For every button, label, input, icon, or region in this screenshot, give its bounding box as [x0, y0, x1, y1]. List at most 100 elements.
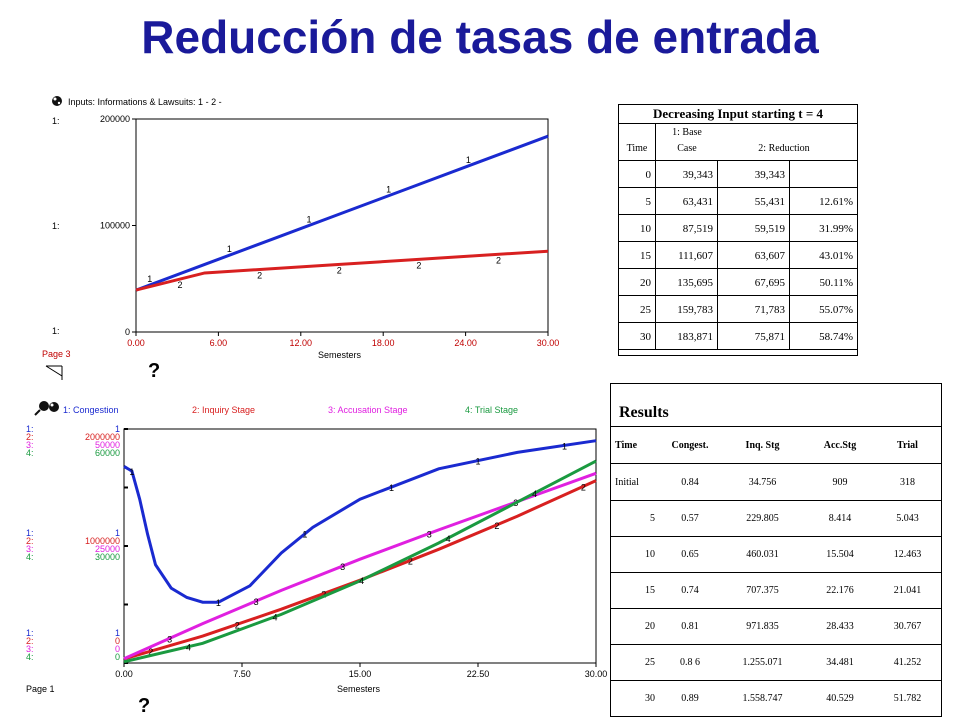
chart2-axis-prefix: 4: — [26, 448, 34, 458]
chart2-series-marker: 4 — [186, 643, 191, 653]
table1-cell: 67,695 — [754, 277, 785, 289]
table1-frame: Decreasing Input starting t = 4 Time 1: … — [618, 104, 858, 356]
chart1-series-marker: 2 — [416, 260, 421, 270]
table2-row-divider — [611, 644, 941, 645]
table1-cell: 63,431 — [682, 196, 713, 208]
table2-cell: 0.84 — [681, 477, 699, 488]
table1-cell: 5 — [645, 196, 652, 208]
chart1-help-mark[interactable]: ? — [148, 360, 161, 382]
chart1-series-marker: 1 — [307, 214, 312, 224]
chart2-axis-prefix: 2: — [26, 432, 34, 442]
chart1-series-marker: 1 — [147, 274, 152, 284]
chart2-xtick-label: 15.00 — [349, 669, 372, 679]
chart2-axis-value: 25000 — [95, 544, 120, 554]
table2-header-cell: Congest. — [671, 440, 709, 451]
table1-row-divider — [619, 268, 857, 269]
table2-header-cell: Acc.Stg — [823, 440, 857, 451]
chart1-header: Inputs: Informations & Lawsuits: 1 - 2 - — [68, 97, 222, 107]
chart1-plot-area: 0 100000 200000 0.00 6.00 12.00 18.00 24.00 30.0… — [100, 114, 559, 348]
chart2-axis-prefix: 4: — [26, 552, 34, 562]
chart2-series-marker: 2 — [235, 620, 240, 630]
table2-cell: 15.504 — [826, 549, 854, 560]
chart2-series-marker: 3 — [254, 597, 259, 607]
chart2-series-marker: 3 — [167, 634, 172, 644]
chart2-xlabel: Semesters — [337, 684, 381, 694]
chart1-corner-arrow-icon — [45, 365, 63, 380]
table1-row-divider — [619, 349, 857, 350]
table1-row-divider — [619, 322, 857, 323]
table2-cell: 0.89 — [681, 693, 699, 704]
chart1-page-label: Page 3 — [42, 349, 71, 359]
table2-cell: 25 — [645, 657, 655, 668]
table2-cell: 30 — [645, 693, 655, 704]
table1-cell: 58.74% — [819, 331, 853, 343]
chart1-series-marker: 1 — [386, 185, 391, 195]
chart2-help-mark[interactable]: ? — [138, 695, 151, 717]
table2-cell: 0.81 — [681, 621, 699, 632]
chart1-xtick-label: 30.00 — [537, 338, 560, 348]
chart1-xtick-label: 0.00 — [127, 338, 145, 348]
chart2-frame — [123, 428, 597, 664]
table2-cell: 12.463 — [893, 549, 922, 560]
table2-cell: 20 — [645, 621, 655, 632]
table1-cell: 183,871 — [677, 331, 713, 343]
chart2-pad-icon — [49, 402, 59, 412]
table2-cell: 15 — [645, 585, 655, 596]
chart2-axis-value: 0 — [115, 652, 120, 662]
chart2-series-marker: 3 — [427, 529, 432, 539]
chart1-series-marker: 1 — [466, 155, 471, 165]
chart2-series-marker: 2 — [148, 647, 153, 657]
chart2-axis-prefix: 3: — [26, 440, 34, 450]
table2-header-cell: Inq. Stg — [745, 440, 780, 451]
chart2-axis-labels: 1: 1 2: 2000000 3: 50000 4: 60000 1: 1 2: 1000000 3:… — [26, 424, 120, 662]
chart2-axis-value: 1 — [115, 424, 120, 434]
table2-cell: 10 — [645, 549, 655, 560]
table1-cell: 135,695 — [677, 277, 713, 289]
chart2-axis-value: 0 — [115, 636, 120, 646]
chart2-series-3 — [123, 471, 597, 661]
table2-cell: 0.65 — [681, 549, 699, 560]
chart2-axis-value: 1000000 — [85, 536, 120, 546]
chart2-series-marker: 4 — [273, 613, 278, 623]
table1-col-reduction: 2: Reduction — [758, 143, 810, 154]
chart1-xtick-label: 18.00 — [372, 338, 395, 348]
table2-row-divider — [611, 536, 941, 537]
table1-cell: 43.01% — [819, 250, 853, 262]
table2-frame: Results Time Congest. Inq. Stg Acc.Stg Trial… — [610, 383, 942, 717]
chart2-page-label: Page 1 — [26, 684, 55, 694]
table1-cell: 111,607 — [678, 250, 713, 262]
chart2-series-marker: 4 — [446, 534, 451, 544]
table2-cell: 30.767 — [893, 621, 922, 632]
table1-cell: 31.99% — [819, 223, 853, 235]
chart2-axis-prefix: 1: — [26, 528, 34, 538]
chart2-series-1 — [123, 439, 597, 604]
chart1-series-marker: 2 — [337, 265, 342, 275]
chart2-series-marker: 2 — [494, 521, 499, 531]
table2-cell: 34.481 — [826, 657, 854, 668]
table2-cell: 5.043 — [896, 513, 919, 524]
chart2-series-marker: 4 — [359, 576, 364, 586]
chart2-legend-2: 2: Inquiry Stage — [192, 405, 255, 415]
chart1-pad-icon — [52, 96, 62, 106]
chart2-legend-1: 1: Congestion — [63, 405, 119, 415]
table2-cell: 707.375 — [746, 585, 779, 596]
chart2-xtick-label: 0.00 — [115, 669, 133, 679]
chart2-axis-prefix: 1: — [26, 628, 34, 638]
chart2-axis-value: 30000 — [95, 552, 120, 562]
chart2-series-marker: 2 — [581, 482, 586, 492]
chart2-axis-value: 2000000 — [85, 432, 120, 442]
table2-row-divider — [611, 680, 941, 681]
chart2-series-marker: 1 — [216, 598, 221, 608]
chart2-xtick-label: 7.50 — [233, 669, 251, 679]
table2-cell: 1.558.747 — [742, 693, 783, 704]
chart1-axis-prefix-bot: 1: — [52, 326, 60, 336]
chart1-series-2 — [135, 249, 549, 292]
chart1-series-1 — [135, 134, 549, 292]
chart2-series-marker: 1 — [302, 530, 307, 540]
table1-col-base-1: 1: Base — [672, 127, 702, 138]
chart2-axis-prefix: 2: — [26, 536, 34, 546]
chart1-series-marker: 1 — [227, 244, 232, 254]
table2-cell: 971.835 — [746, 621, 779, 632]
table2-cell: 21.041 — [893, 585, 922, 596]
chart1-ytick-label: 200000 — [100, 114, 130, 124]
